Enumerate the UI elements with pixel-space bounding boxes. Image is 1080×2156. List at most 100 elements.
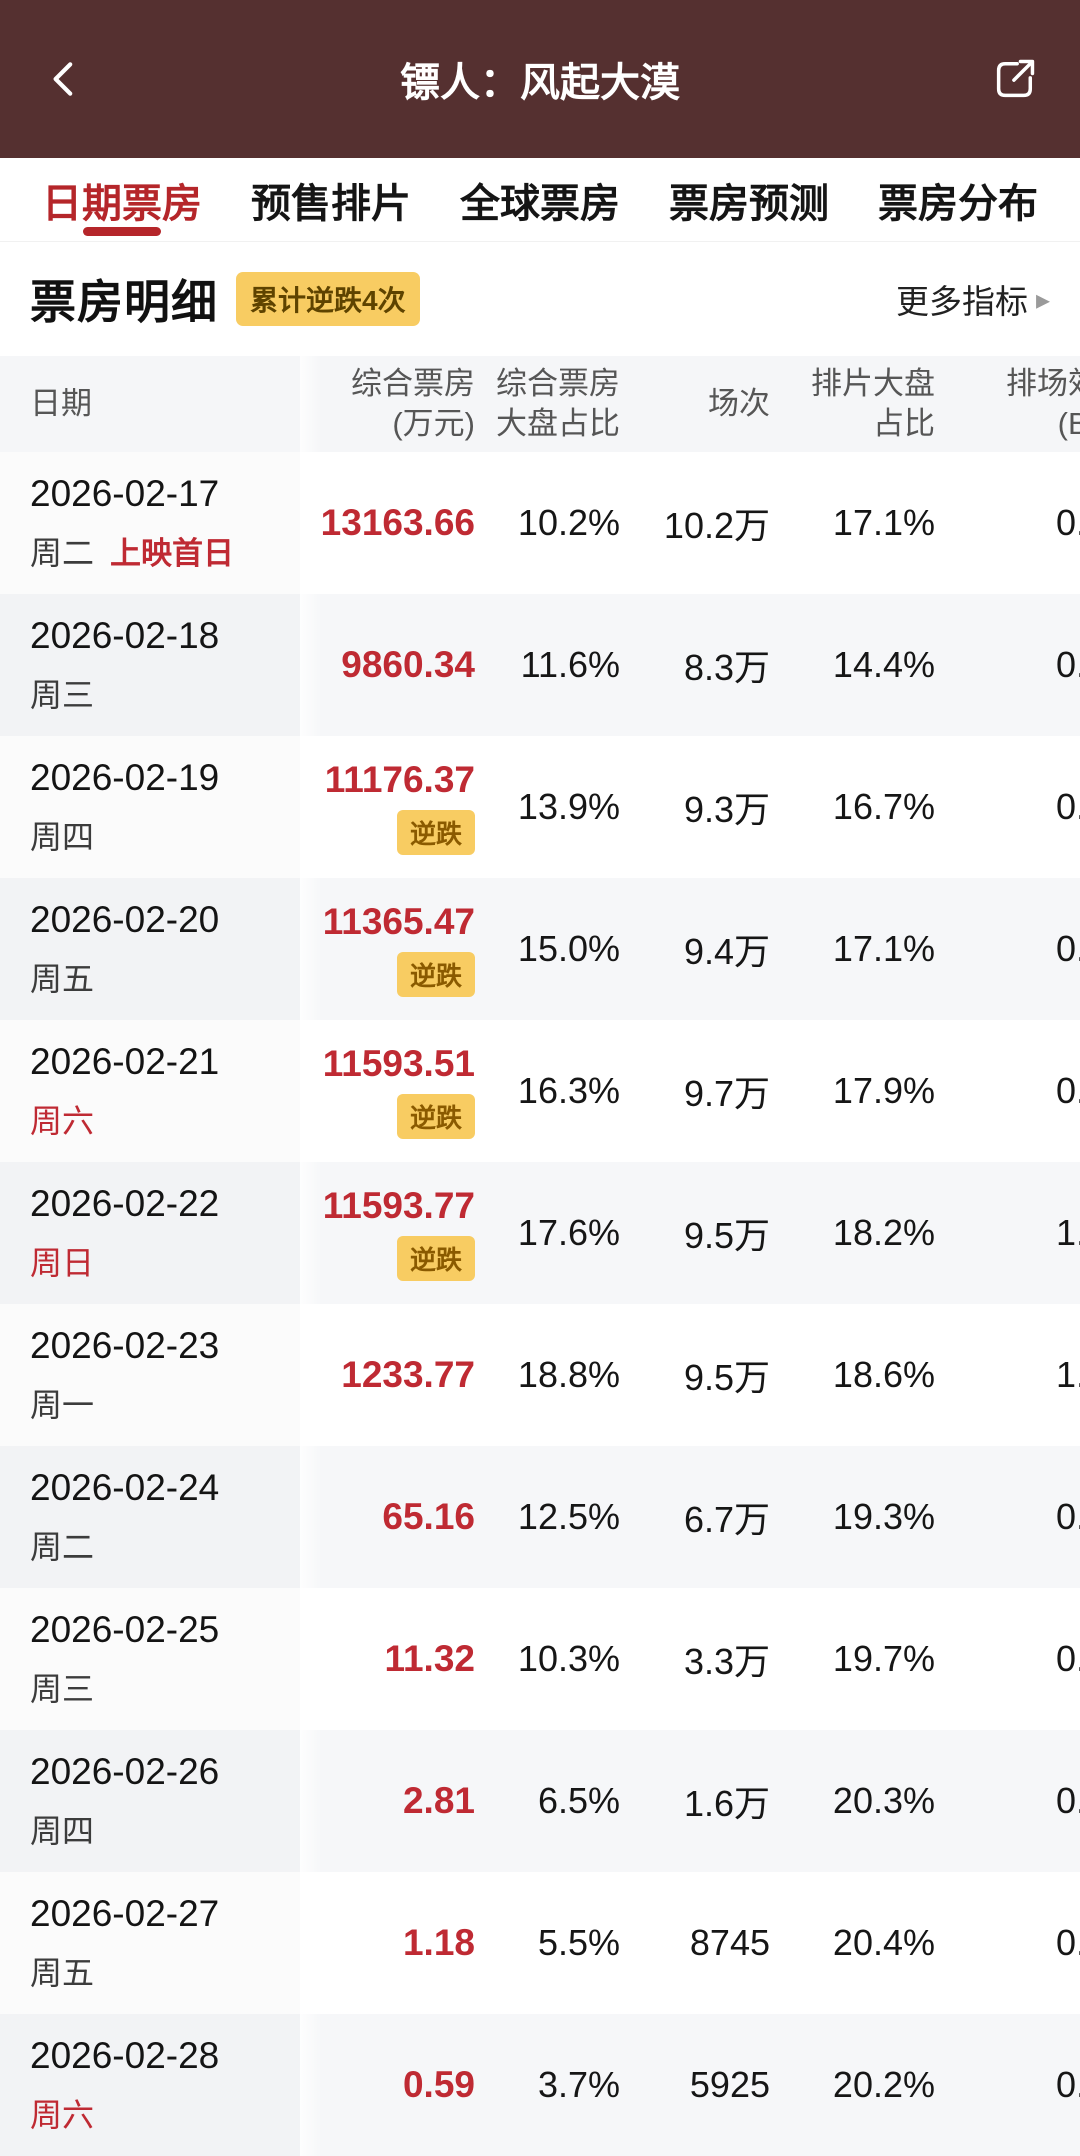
market-share-value: 10.2% — [517, 502, 620, 543]
column-header-sessions: 场次 — [708, 385, 770, 421]
b-value: 0. — [1055, 786, 1080, 827]
date-cell: 2026-02-19 周四 — [0, 736, 322, 878]
row-date: 2026-02-25 — [30, 1608, 220, 1650]
table-row[interactable]: 2026-02-27 周五 1.18 逆跌 5.5% 8745 20.4% 0. — [0, 1872, 1080, 2014]
table-body: 2026-02-17 周二 上映首日 13163.66 逆跌 10.2% 10.… — [0, 452, 1080, 2156]
tab-date-boxoffice[interactable]: 日期票房 — [42, 158, 202, 241]
b-value: 0. — [1055, 1780, 1080, 1821]
table-row[interactable]: 2026-02-23 周一 1233.77 逆跌 18.8% 9.5万 18.6… — [0, 1304, 1080, 1446]
schedule-share-value: 17.1% — [832, 928, 935, 969]
boxoffice-value: 11365.47 — [322, 901, 475, 942]
table-row[interactable]: 2026-02-18 周三 9860.34 逆跌 11.6% 8.3万 14.4… — [0, 594, 1080, 736]
schedule-share-value: 17.9% — [832, 1070, 935, 1111]
table-row[interactable]: 2026-02-28 周六 0.59 逆跌 3.7% 5925 20.2% 0. — [0, 2014, 1080, 2156]
page-title: 镖人：风起大漠 — [400, 61, 680, 105]
row-date: 2026-02-19 — [30, 756, 220, 798]
date-cell: 2026-02-28 周六 — [0, 2014, 322, 2156]
row-date: 2026-02-24 — [30, 1466, 220, 1508]
sessions-value: 6.7万 — [683, 1499, 770, 1540]
section-title: 票房明细 — [30, 276, 218, 328]
schedule-share-value: 17.1% — [832, 502, 935, 543]
row-weekday: 周五 — [30, 960, 95, 997]
share-button[interactable] — [980, 44, 1050, 114]
boxoffice-value: 0.59 — [402, 2064, 475, 2105]
market-share-value: 13.9% — [517, 786, 620, 827]
tab-presale-schedule[interactable]: 预售排片 — [251, 158, 411, 241]
table-row[interactable]: 2026-02-22 周日 11593.77 逆跌 17.6% 9.5万 18.… — [0, 1162, 1080, 1304]
date-cell: 2026-02-27 周五 — [0, 1872, 322, 2014]
boxoffice-value: 11593.51 — [322, 1043, 475, 1084]
back-button[interactable] — [30, 44, 100, 114]
table-row[interactable]: 2026-02-26 周四 2.81 逆跌 6.5% 1.6万 20.3% 0. — [0, 1730, 1080, 1872]
market-share-value: 18.8% — [517, 1354, 620, 1395]
row-weekday: 周五 — [30, 1954, 95, 1991]
chevron-left-icon — [53, 62, 73, 96]
row-weekday: 周六 — [30, 2096, 95, 2133]
table-row[interactable]: 2026-02-20 周五 11365.47 逆跌 15.0% 9.4万 17.… — [0, 878, 1080, 1020]
nidie-badge: 逆跌 — [396, 1236, 475, 1281]
b-value: 0. — [1055, 1070, 1080, 1111]
market-share-value: 6.5% — [537, 1780, 620, 1821]
market-share-value: 11.6% — [520, 644, 620, 685]
b-value: 0. — [1055, 502, 1080, 543]
row-date: 2026-02-28 — [30, 2034, 220, 2076]
market-share-value: 15.0% — [517, 928, 620, 969]
boxoffice-value: 9860.34 — [341, 644, 475, 685]
tab-boxoffice-forecast[interactable]: 票房预测 — [669, 158, 829, 241]
market-share-value: 10.3% — [517, 1638, 620, 1679]
date-cell: 2026-02-25 周三 — [0, 1588, 322, 1730]
boxoffice-cell: 1233.77 逆跌 — [300, 1304, 475, 1446]
b-value: 0. — [1055, 644, 1080, 685]
schedule-share-value: 19.3% — [832, 1496, 935, 1537]
column-header-b-value: 排场效益 (B值) — [1006, 365, 1080, 441]
sessions-value: 10.2万 — [663, 505, 770, 546]
tab-label: 全球票房 — [460, 181, 620, 226]
section-header: 票房明细 累计逆跌4次 更多指标 ▸ — [0, 242, 1080, 356]
table-row[interactable]: 2026-02-17 周二 上映首日 13163.66 逆跌 10.2% 10.… — [0, 452, 1080, 594]
date-cell: 2026-02-17 周二 上映首日 — [0, 452, 322, 594]
sessions-value: 9.5万 — [683, 1215, 770, 1256]
row-weekday: 周三 — [30, 1670, 95, 1707]
boxoffice-cell: 11365.47 逆跌 — [300, 878, 475, 1020]
row-weekday: 周四 — [30, 1812, 95, 1849]
share-icon — [996, 59, 1035, 98]
tab-global-boxoffice[interactable]: 全球票房 — [460, 158, 620, 241]
tab-boxoffice-distribution[interactable]: 票房分布 — [878, 158, 1038, 241]
nidie-badge: 逆跌 — [396, 952, 475, 997]
row-weekday: 周四 — [30, 818, 95, 855]
boxoffice-value: 11593.77 — [322, 1185, 475, 1226]
sessions-value: 1.6万 — [683, 1783, 770, 1824]
boxoffice-cell: 1.18 逆跌 — [300, 1872, 475, 2014]
boxoffice-table: 日期 综合票房 (万元) 综合票房 大盘占比 场次 排片大盘 占比 排场效益 (… — [0, 356, 1080, 2156]
schedule-share-value: 18.2% — [832, 1212, 935, 1253]
more-metrics-link[interactable]: 更多指标 ▸ — [896, 275, 1050, 323]
row-weekday: 周二 — [30, 1528, 95, 1565]
date-cell: 2026-02-23 周一 — [0, 1304, 322, 1446]
sessions-value: 5925 — [689, 2064, 770, 2105]
boxoffice-value: 2.81 — [402, 1780, 475, 1821]
b-value: 0. — [1055, 928, 1080, 969]
boxoffice-value: 1.18 — [402, 1922, 475, 1963]
market-share-value: 12.5% — [517, 1496, 620, 1537]
column-header-schedule-share: 排片大盘 占比 — [811, 365, 935, 441]
row-date: 2026-02-17 — [30, 472, 220, 514]
sessions-value: 8745 — [689, 1922, 770, 1963]
table-row[interactable]: 2026-02-19 周四 11176.37 逆跌 13.9% 9.3万 16.… — [0, 736, 1080, 878]
tab-label: 预售排片 — [251, 181, 411, 226]
table-row[interactable]: 2026-02-24 周二 65.16 逆跌 12.5% 6.7万 19.3% … — [0, 1446, 1080, 1588]
row-weekday: 周二 — [30, 534, 95, 571]
market-share-value: 5.5% — [537, 1922, 620, 1963]
caret-right-icon: ▸ — [1035, 283, 1050, 315]
table-row[interactable]: 2026-02-25 周三 11.32 逆跌 10.3% 3.3万 19.7% … — [0, 1588, 1080, 1730]
table-row[interactable]: 2026-02-21 周六 11593.51 逆跌 16.3% 9.7万 17.… — [0, 1020, 1080, 1162]
date-cell: 2026-02-24 周二 — [0, 1446, 322, 1588]
cumulative-nidie-badge: 累计逆跌4次 — [236, 272, 420, 326]
b-value: 0. — [1055, 1638, 1080, 1679]
premiere-day-tag: 上映首日 — [110, 536, 235, 571]
row-date: 2026-02-23 — [30, 1324, 220, 1366]
row-date: 2026-02-27 — [30, 1892, 220, 1934]
row-date: 2026-02-20 — [30, 898, 220, 940]
column-header-boxoffice: 综合票房 (万元) — [351, 365, 475, 441]
row-date: 2026-02-22 — [30, 1182, 220, 1224]
schedule-share-value: 20.2% — [832, 2064, 935, 2105]
